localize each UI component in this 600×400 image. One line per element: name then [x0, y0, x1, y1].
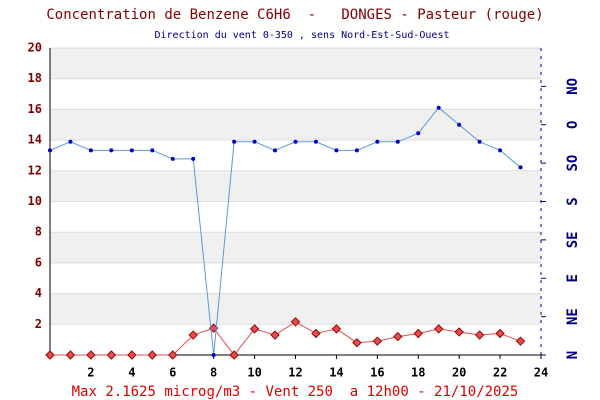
- point: [129, 148, 134, 153]
- y2-tick-label: SE: [565, 231, 581, 248]
- y2-tick-label: N: [565, 351, 581, 359]
- grid-band: [50, 109, 541, 141]
- point: [249, 324, 260, 334]
- point: [150, 148, 155, 153]
- point: [229, 350, 239, 360]
- point: [477, 139, 482, 144]
- point: [354, 148, 359, 153]
- x-tick-label: 22: [493, 366, 507, 380]
- x-tick-label: 12: [288, 366, 302, 380]
- point: [65, 350, 76, 360]
- y-tick-label: 12: [28, 163, 42, 177]
- y-tick-label: 14: [28, 133, 42, 147]
- x-tick-label: 18: [411, 366, 425, 380]
- x-tick-label: 8: [210, 366, 217, 380]
- x-tick-label: 4: [128, 366, 135, 380]
- x-tick-label: 6: [169, 366, 176, 380]
- series-line: [49, 106, 521, 356]
- point: [413, 328, 423, 339]
- point: [498, 148, 503, 153]
- chart-subtitle: Direction du vent 0-350 , sens Nord-Est-…: [154, 30, 449, 41]
- point: [232, 139, 237, 144]
- y2-tick-label: S: [565, 197, 581, 205]
- point: [515, 336, 526, 346]
- x-tick-label: 14: [329, 366, 343, 380]
- point: [290, 317, 301, 327]
- point: [311, 328, 321, 339]
- point: [188, 330, 198, 340]
- point: [191, 156, 196, 161]
- y-tick-label: 10: [28, 194, 42, 208]
- point: [334, 148, 339, 153]
- x-tick-label: 20: [452, 366, 466, 380]
- point: [88, 148, 93, 153]
- y2-tick-label: E: [565, 274, 581, 282]
- point: [168, 350, 178, 360]
- chart-title: Concentration de Benzene C6H6 - DONGES -…: [46, 7, 543, 23]
- point: [518, 165, 523, 170]
- x-tick-label: 10: [247, 366, 261, 380]
- point: [86, 350, 96, 360]
- point: [393, 331, 403, 342]
- y-tick-label: 8: [35, 225, 42, 239]
- chart-footer: Max 2.1625 microg/m3 - Vent 250 a 12h00 …: [72, 384, 519, 400]
- y2-tick-label: SO: [565, 155, 581, 172]
- point: [252, 139, 257, 144]
- y2-tick-label: NE: [565, 308, 581, 325]
- point: [495, 328, 505, 339]
- x-tick-label: 16: [370, 366, 384, 380]
- grid-band: [50, 170, 541, 202]
- point: [211, 353, 216, 357]
- point: [170, 156, 175, 161]
- point: [270, 330, 280, 340]
- point: [474, 330, 485, 340]
- point: [48, 148, 52, 153]
- point: [68, 139, 73, 144]
- point: [372, 336, 383, 346]
- point: [273, 148, 278, 153]
- point: [147, 350, 157, 360]
- grid-band: [50, 48, 541, 79]
- point: [45, 350, 55, 360]
- point: [109, 148, 114, 153]
- y-tick-label: 4: [35, 286, 42, 300]
- point: [313, 139, 318, 144]
- point: [293, 139, 298, 144]
- point: [106, 350, 117, 360]
- point: [436, 105, 441, 110]
- x-tick-label: 2: [87, 366, 94, 380]
- point: [375, 139, 380, 144]
- y-tick-label: 6: [35, 255, 42, 269]
- grid-band: [50, 232, 541, 263]
- y-tick-label: 20: [28, 41, 42, 55]
- x-tick-label: 24: [534, 366, 548, 380]
- y2-tick-label: NO: [565, 78, 581, 95]
- point: [395, 139, 400, 144]
- point: [352, 338, 362, 348]
- point: [127, 350, 137, 360]
- point: [457, 122, 462, 127]
- point: [454, 327, 464, 337]
- point: [331, 324, 342, 334]
- y-tick-label: 16: [28, 102, 42, 116]
- y2-tick-label: O: [565, 121, 581, 129]
- y-tick-label: 18: [28, 71, 42, 85]
- point: [434, 324, 444, 334]
- point: [416, 131, 421, 136]
- y-tick-label: 2: [35, 317, 42, 331]
